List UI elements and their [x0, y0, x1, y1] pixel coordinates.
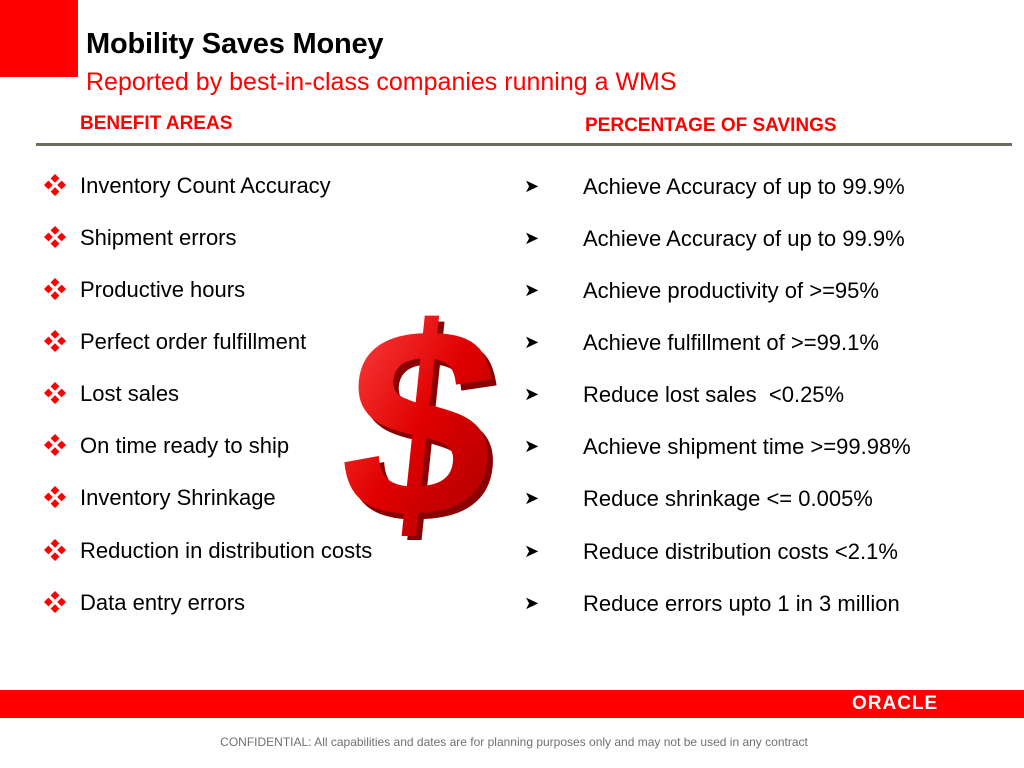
svg-text:$: $ [340, 290, 511, 540]
benefit-label: Perfect order fulfillment [80, 329, 307, 354]
savings-label: Achieve Accuracy of up to 99.9% [583, 226, 905, 251]
diamond-bullet-icon [44, 174, 66, 196]
savings-label: Reduce lost sales <0.25% [583, 382, 845, 407]
benefit-label: On time ready to ship [80, 433, 290, 458]
arrowhead-bullet-icon: ➤ [524, 541, 540, 561]
footer-bar [0, 690, 1024, 718]
diamond-bullet-icon [44, 434, 66, 456]
diamond-bullet-icon [44, 226, 66, 248]
diamond-bullet-icon [44, 591, 66, 613]
confidential-notice: CONFIDENTIAL: All capabilities and dates… [220, 735, 808, 749]
page-subtitle: Reported by best-in-class companies runn… [86, 68, 677, 96]
benefit-label: Lost sales [80, 381, 180, 406]
diamond-bullet-icon [44, 539, 66, 561]
page-title: Mobility Saves Money [86, 28, 384, 60]
benefit-label: Reduction in distribution costs [80, 538, 373, 563]
svg-text:$: $ [340, 290, 516, 540]
arrowhead-bullet-icon: ➤ [524, 332, 540, 352]
oracle-logo: ORACLE [852, 693, 939, 714]
percentage-savings-heading: PERCENTAGE OF SAVINGS [585, 115, 837, 136]
arrowhead-bullet-icon: ➤ [524, 488, 540, 508]
savings-label: Reduce shrinkage <= 0.005% [583, 486, 873, 511]
diamond-bullet-icon [44, 382, 66, 404]
arrowhead-bullet-icon: ➤ [524, 228, 540, 248]
arrowhead-bullet-icon: ➤ [524, 436, 540, 456]
benefit-areas-heading: BENEFIT AREAS [80, 113, 233, 134]
arrowhead-bullet-icon: ➤ [524, 280, 540, 300]
diamond-bullet-icon [44, 278, 66, 300]
diamond-bullet-icon [44, 486, 66, 508]
benefit-label: Inventory Shrinkage [80, 485, 276, 510]
benefit-label: Data entry errors [80, 590, 246, 615]
arrowhead-bullet-icon: ➤ [524, 384, 540, 404]
benefit-label: Productive hours [80, 277, 246, 302]
arrowhead-bullet-icon: ➤ [524, 176, 540, 196]
benefit-label: Shipment errors [80, 225, 237, 250]
diamond-bullet-icon [44, 330, 66, 352]
corner-accent-block [0, 0, 78, 77]
savings-label: Achieve shipment time >=99.98% [583, 434, 911, 459]
benefit-label: Inventory Count Accuracy [80, 173, 331, 198]
savings-label: Achieve Accuracy of up to 99.9% [583, 174, 905, 199]
savings-label: Achieve fulfillment of >=99.1% [583, 330, 879, 355]
dollar-sign-icon: $ $ [340, 290, 516, 540]
savings-label: Achieve productivity of >=95% [583, 278, 879, 303]
savings-label: Reduce distribution costs <2.1% [583, 539, 898, 564]
arrowhead-bullet-icon: ➤ [524, 593, 540, 613]
savings-label: Reduce errors upto 1 in 3 million [583, 591, 900, 616]
header-divider [36, 143, 1012, 146]
